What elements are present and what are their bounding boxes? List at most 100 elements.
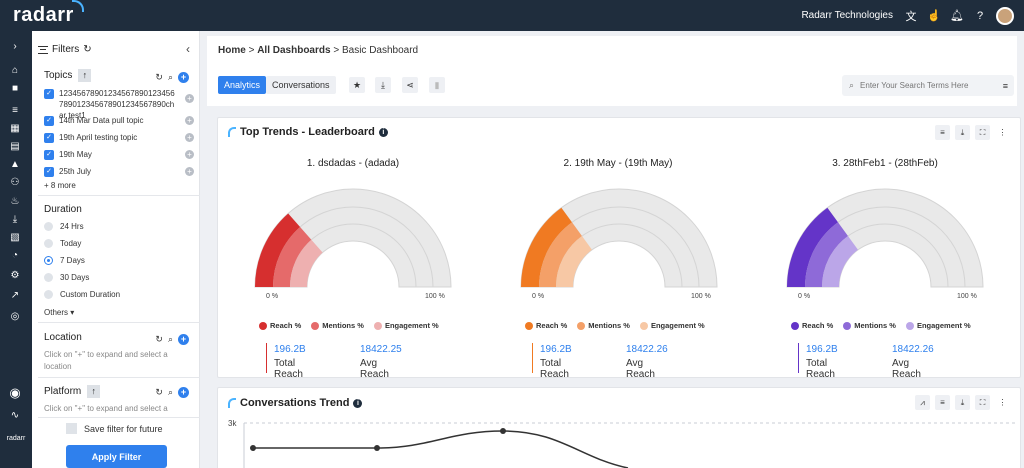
location-refresh-icon[interactable]: ↻ [155,334,163,344]
database-icon[interactable]: ≡ [12,104,18,116]
topic-row[interactable]: ✓ 19th May + [44,149,194,160]
gauge-fill-band[interactable] [521,207,572,287]
gauge-fill-band[interactable] [290,239,323,287]
topics-add-icon[interactable]: + [178,72,189,83]
fullscreen-icon[interactable]: ⛶ [975,125,990,140]
info-icon[interactable]: i [378,127,388,137]
save-filter-checkbox[interactable] [66,423,77,434]
search-filter-icon[interactable]: ≡ [1002,80,1008,91]
avg-reach-value: 18422.25 [360,344,402,355]
trend-point[interactable] [374,445,380,451]
duration-option[interactable]: 24 Hrs [44,222,84,231]
location-search-icon[interactable]: ⌕ [167,334,173,344]
app-logo[interactable]: radarr [13,0,84,27]
gauge-fill-band[interactable] [556,236,592,287]
analytics-icon[interactable]: ↗ [10,289,20,301]
breadcrumb-dashboards[interactable]: All Dashboards [257,45,331,56]
gauge-icon[interactable]: ◔ [11,249,19,261]
report-icon[interactable]: ▧ [10,231,20,243]
gauge-fill-band[interactable] [822,236,858,287]
radio-button[interactable] [44,290,53,299]
video-icon[interactable]: ■ [11,82,19,94]
star-icon[interactable]: ★ [349,77,365,93]
radio-button[interactable] [44,222,53,231]
search-input[interactable] [860,81,991,90]
checkbox-checked-icon[interactable]: ✓ [44,167,54,177]
user-avatar[interactable] [996,6,1014,25]
gauge-fill-band[interactable] [805,222,848,287]
location-add-icon[interactable]: + [178,334,189,345]
topics-search-icon[interactable]: ⌕ [167,72,173,82]
hand-pointer-icon[interactable]: ☝ [927,10,941,22]
apply-filter-button[interactable]: Apply Filter [66,445,167,468]
dashboard-icon[interactable]: ▦ [10,122,20,134]
topic-add-icon[interactable]: + [185,167,194,176]
gauge-fill-band[interactable] [539,222,582,287]
trend-point[interactable] [250,445,256,451]
topic-add-icon[interactable]: + [185,94,194,103]
duration-option[interactable]: 7 Days [44,256,85,265]
filter-icon[interactable]: ≡ [935,125,950,140]
expand-chevron-icon[interactable]: › [13,40,17,52]
bell-icon[interactable]: 🔔︎ [950,10,964,22]
settings-icon[interactable]: ⚙ [10,269,20,281]
radarr-emblem-icon[interactable]: ◉ [9,385,21,400]
duration-option[interactable]: Custom Duration [44,290,120,299]
radio-button[interactable] [44,273,53,282]
fire-icon[interactable]: ♨ [10,195,20,207]
topic-row[interactable]: ✓ 14th Mar Data pull topic + [44,115,194,126]
gauge-fill-band[interactable] [273,226,312,287]
checkbox-checked-icon[interactable]: ✓ [44,89,54,99]
topic-add-icon[interactable]: + [185,133,194,142]
document-icon[interactable]: ▤ [10,140,20,152]
checkbox-checked-icon[interactable]: ✓ [44,133,54,143]
topic-row[interactable]: ✓ 12345678901234567890123456789012345678… [44,88,194,121]
more-vertical-icon[interactable]: ⋮ [998,128,1007,137]
checkbox-checked-icon[interactable]: ✓ [44,150,54,160]
org-name[interactable]: Radarr Technologies [801,10,893,21]
topic-row[interactable]: ✓ 19th April testing topic + [44,132,194,143]
download-icon[interactable]: ⤓ [375,77,391,93]
translate-icon[interactable]: 文 [905,10,917,23]
more-vertical-icon[interactable]: ⋮ [998,398,1007,407]
share-icon[interactable]: ⋖ [402,77,418,93]
sort-up-icon[interactable]: ↑ [87,385,101,398]
save-filter-row[interactable]: Save filter for future [66,423,163,434]
duration-option[interactable]: Today [44,239,81,248]
people-chart-icon[interactable]: ⚇ [10,176,20,188]
sort-up-icon[interactable]: ↑ [78,69,92,82]
topic-row[interactable]: ✓ 25th July + [44,166,194,177]
duration-option[interactable]: 30 Days [44,273,89,282]
breadcrumb-home[interactable]: Home [218,45,246,56]
checkbox-checked-icon[interactable]: ✓ [44,116,54,126]
tab-conversations[interactable]: Conversations [266,76,336,94]
tab-analytics[interactable]: Analytics [218,76,267,94]
help-icon[interactable]: ? [976,9,984,22]
refresh-icon[interactable]: ↻ [83,44,92,55]
topics-more-link[interactable]: + 8 more [44,181,76,190]
download-icon[interactable]: ⤓ [12,213,18,225]
gauge-fill-band[interactable] [787,207,838,287]
filter-icon[interactable]: ≡ [935,395,950,410]
topic-add-icon[interactable]: + [185,116,194,125]
info-icon[interactable]: i [353,398,363,408]
download-icon[interactable]: ⤓ [955,395,970,410]
gauge-fill-band[interactable] [255,213,301,287]
radio-button[interactable] [44,239,53,248]
topics-refresh-icon[interactable]: ↻ [155,72,163,82]
topic-add-icon[interactable]: + [185,150,194,159]
chart-type-icon[interactable]: ⩘ [915,395,930,410]
bookmark-icon[interactable]: ▮ [429,77,445,93]
home-icon[interactable]: ⌂ [11,64,19,76]
radio-button-selected[interactable] [44,256,53,265]
download-icon[interactable]: ⤓ [955,125,970,140]
platform-add-icon[interactable]: + [178,387,189,398]
platform-refresh-icon[interactable]: ↻ [155,387,163,397]
fullscreen-icon[interactable]: ⛶ [975,395,990,410]
duration-others-dropdown[interactable]: Others ▾ [44,308,75,317]
platform-search-icon[interactable]: ⌕ [167,387,173,397]
collapse-panel-icon[interactable]: ‹ [186,42,190,56]
trend-point[interactable] [500,428,506,434]
alert-icon[interactable]: ▲ [10,158,20,170]
support-icon[interactable]: ◎ [10,310,20,322]
